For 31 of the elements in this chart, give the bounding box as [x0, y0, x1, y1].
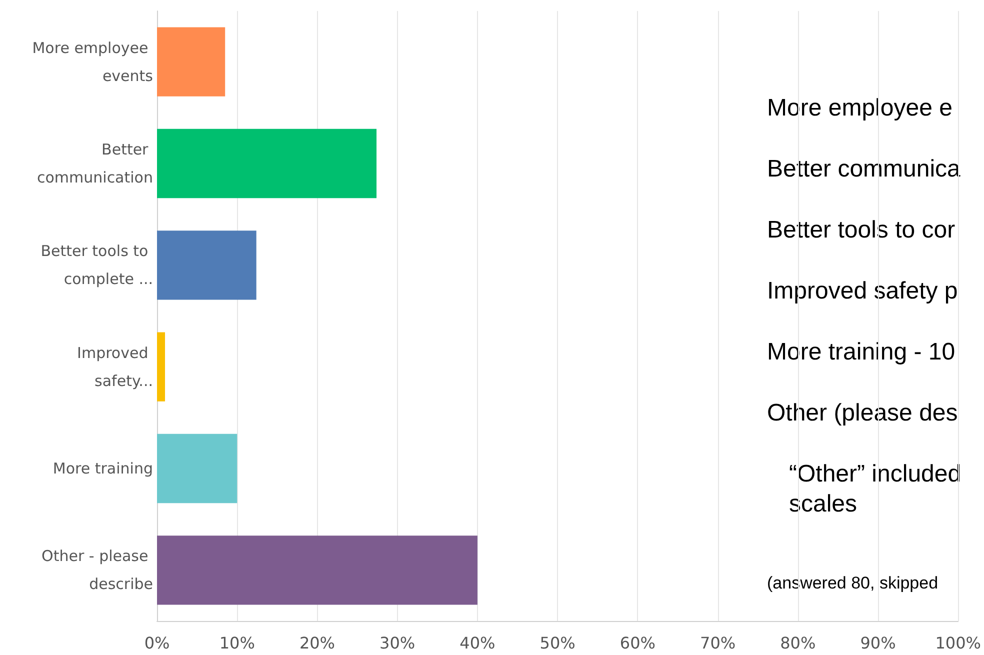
annotation: Other (please des	[767, 400, 958, 426]
x-tick-label: 50%	[540, 634, 576, 652]
x-tick-label: 20%	[299, 634, 336, 652]
x-tick-label: 100%	[935, 634, 982, 652]
y-tick-label: Better communication	[36, 140, 153, 186]
bar	[157, 332, 166, 402]
bar	[157, 434, 238, 504]
x-tick-label: 80%	[780, 634, 816, 652]
annotation: More training - 10	[767, 338, 956, 366]
x-tick-label: 0%	[144, 634, 170, 652]
y-tick-label: More employee events	[32, 38, 154, 85]
bar	[157, 230, 256, 300]
annotation: Improved safety p	[767, 278, 958, 304]
y-tick-label: More training	[52, 460, 153, 478]
y-tick-label: Improved safety...	[77, 344, 153, 390]
y-tick-label: Better tools to complete ...	[40, 242, 153, 288]
bar	[157, 536, 478, 605]
bar	[157, 128, 377, 198]
x-tick-label: 70%	[700, 634, 736, 652]
x-tick-label: 90%	[860, 634, 896, 652]
x-tick-label: 30%	[380, 634, 416, 652]
bar	[157, 27, 226, 96]
x-tick-label: 40%	[460, 634, 496, 652]
annotation: (answered 80, skipped	[767, 574, 938, 592]
annotation: “Other” included scales	[789, 460, 962, 518]
annotation: More employee e	[767, 94, 952, 122]
annotation: Better communica	[767, 156, 962, 182]
annotation: Better tools to cor	[767, 216, 956, 244]
x-tick-label: 10%	[219, 634, 255, 652]
y-tick-label: Other - please describe	[42, 547, 153, 594]
x-tick-label: 60%	[620, 634, 656, 652]
